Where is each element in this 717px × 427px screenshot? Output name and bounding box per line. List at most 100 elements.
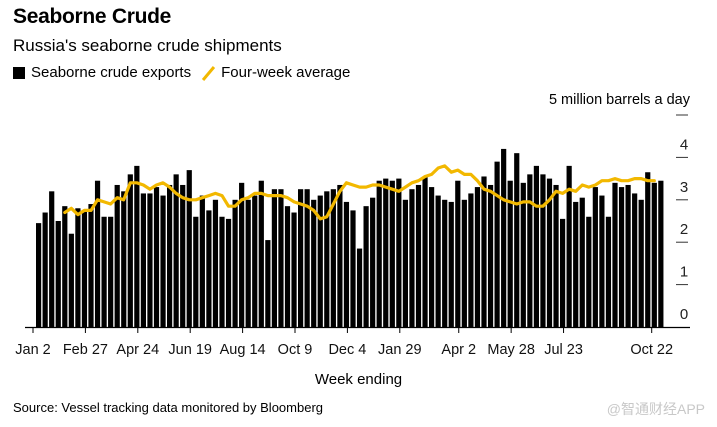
- bar: [553, 184, 559, 327]
- bar: [337, 184, 343, 327]
- bar: [304, 189, 310, 327]
- legend: Seaborne crude exports Four-week average: [13, 64, 350, 81]
- x-tick-label: Jul 23: [544, 342, 583, 358]
- bar: [514, 153, 520, 327]
- bar: [363, 206, 369, 327]
- bar: [350, 210, 356, 327]
- bar: [409, 189, 415, 327]
- y-tick-label: 3: [680, 179, 688, 196]
- y-tick-label: 1: [680, 264, 688, 281]
- bar: [134, 165, 140, 327]
- bar: [474, 187, 481, 327]
- bar: [592, 187, 598, 327]
- bar: [167, 184, 173, 327]
- bar: [579, 197, 585, 327]
- bar: [429, 187, 435, 327]
- source-note: Source: Vessel tracking data monitored b…: [13, 400, 324, 415]
- bar: [94, 180, 101, 327]
- x-tick-label: Aug 14: [220, 342, 266, 358]
- bar: [658, 180, 664, 327]
- x-tick-label: Jan 29: [378, 342, 422, 358]
- bar: [101, 216, 107, 327]
- bar: [147, 193, 153, 327]
- y-axis-unit-label: 5 million barrels a day: [548, 92, 690, 108]
- bar: [36, 223, 42, 327]
- bar: [265, 240, 271, 327]
- bar: [481, 176, 487, 327]
- bar: [586, 216, 592, 327]
- bar: [108, 216, 114, 327]
- bar: [81, 210, 88, 327]
- bar: [258, 180, 264, 327]
- bar: [291, 212, 297, 327]
- bar: [324, 191, 330, 327]
- bar: [645, 172, 651, 327]
- chart-subtitle: Russia's seaborne crude shipments: [13, 36, 282, 55]
- bar: [501, 148, 507, 327]
- x-tick-label: Apr 2: [441, 342, 476, 358]
- bar: [186, 170, 192, 327]
- bar: [402, 199, 408, 327]
- bar: [219, 216, 225, 327]
- bar: [343, 201, 350, 327]
- bar: [396, 178, 402, 327]
- bar: [232, 199, 238, 327]
- bar: [573, 201, 579, 327]
- bar: [127, 174, 133, 327]
- x-tick-label: Dec 4: [328, 342, 366, 358]
- bar: [317, 195, 323, 327]
- legend-bar-swatch: [13, 66, 25, 79]
- bar: [284, 206, 291, 327]
- bar: [389, 180, 395, 327]
- bar: [55, 221, 61, 327]
- bar: [546, 178, 553, 327]
- bar: [487, 184, 494, 327]
- bar: [540, 174, 546, 327]
- bar: [114, 184, 120, 327]
- bar: [271, 189, 277, 327]
- y-tick-label: 2: [680, 221, 688, 238]
- bar: [376, 180, 382, 327]
- bar: [88, 204, 94, 327]
- bar: [599, 195, 605, 327]
- bar: [468, 193, 474, 327]
- bar: [311, 199, 317, 327]
- x-tick-label: May 28: [487, 342, 535, 358]
- bar: [356, 248, 363, 327]
- bar: [533, 165, 539, 327]
- bar: [422, 176, 428, 327]
- bar: [173, 174, 179, 327]
- bar: [199, 195, 205, 327]
- bar: [239, 182, 245, 327]
- bar: [62, 206, 68, 327]
- y-tick-label: 4: [680, 136, 688, 153]
- bar: [206, 210, 212, 327]
- x-tick-label: Jun 19: [168, 342, 212, 358]
- x-tick-label: Jan 2: [15, 342, 50, 358]
- bar: [193, 216, 199, 327]
- bar: [605, 216, 612, 327]
- four-week-average-line: [63, 164, 656, 221]
- bar: [140, 193, 146, 327]
- bar: [252, 195, 258, 327]
- bar: [225, 218, 232, 327]
- legend-bar-label: Seaborne crude exports: [31, 64, 192, 81]
- bar: [448, 201, 454, 327]
- x-tick-label: Oct 22: [630, 342, 673, 358]
- bar: [527, 174, 533, 327]
- bar: [560, 218, 566, 327]
- bar: [245, 199, 251, 327]
- bar: [455, 180, 461, 327]
- bar: [75, 208, 81, 327]
- bar: [68, 233, 74, 327]
- bar: [415, 184, 422, 327]
- bar: [625, 184, 631, 327]
- bar: [278, 189, 284, 327]
- bar: [638, 199, 644, 327]
- legend-line-label: Four-week average: [221, 64, 351, 81]
- bar: [49, 191, 55, 327]
- bar: [370, 197, 376, 327]
- bar: [42, 212, 48, 327]
- bar: [520, 182, 526, 327]
